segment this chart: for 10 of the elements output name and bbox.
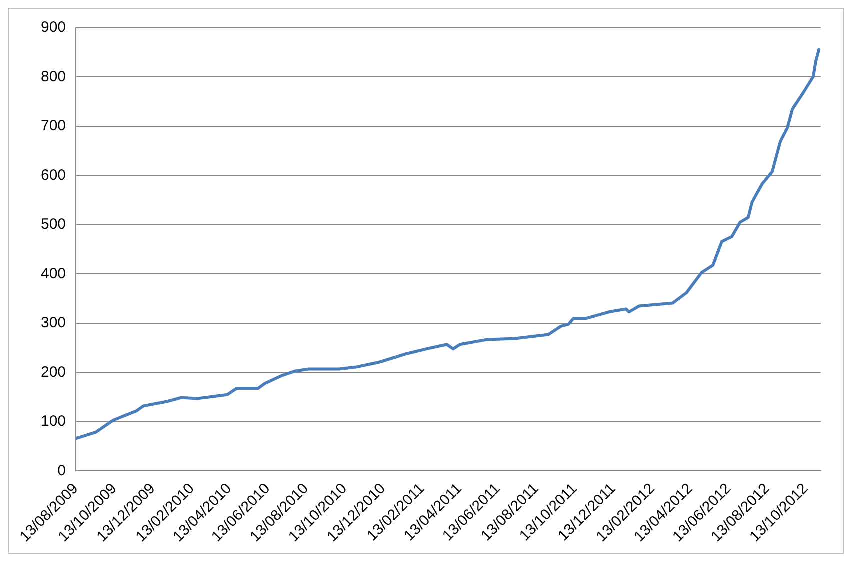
y-tick-label: 500: [40, 216, 66, 234]
y-tick-label: 200: [40, 364, 66, 381]
y-tick-label: 300: [40, 314, 66, 332]
y-tick-label: 400: [40, 265, 66, 282]
y-tick-label: 800: [40, 68, 66, 86]
y-tick-label: 100: [40, 413, 66, 430]
y-tick-label: 0: [58, 462, 66, 480]
y-tick-label: 600: [40, 166, 66, 184]
y-tick-label: 900: [40, 19, 66, 36]
y-tick-label: 700: [40, 118, 66, 135]
